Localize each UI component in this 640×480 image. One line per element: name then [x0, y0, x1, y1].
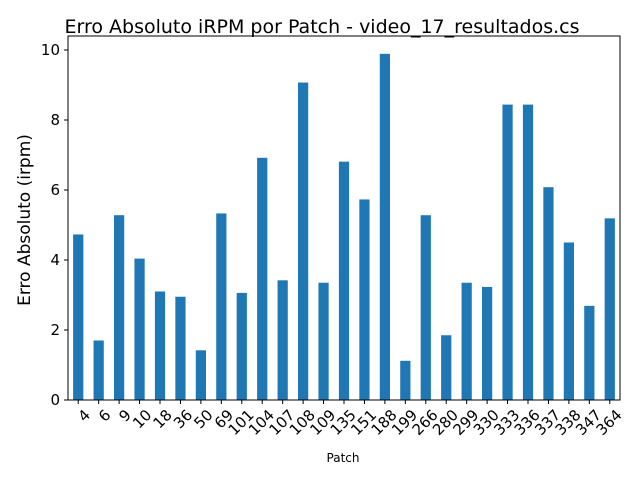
y-tick-label: 8: [50, 111, 60, 129]
bar-188: [379, 53, 390, 400]
bar-266: [420, 215, 431, 400]
bar-50: [195, 350, 206, 400]
x-tick-label: 4: [74, 406, 93, 425]
bar-333: [502, 104, 513, 400]
axes: [67, 35, 621, 401]
bar-9: [114, 215, 125, 400]
y-axis-ticks: 0 2 4 6 8 10: [41, 41, 68, 409]
y-axis-label: Erro Absoluto (irpm): [15, 134, 35, 306]
bar-151: [359, 199, 370, 400]
x-axis-label: Patch: [327, 451, 360, 465]
x-tick-label: 6: [95, 406, 114, 425]
bar-69: [216, 213, 227, 400]
plot-frame: [67, 35, 621, 401]
y-tick-label: 0: [50, 391, 60, 409]
bar-108: [298, 82, 309, 401]
bar-337: [543, 187, 554, 400]
bar-347: [584, 305, 595, 400]
bar-364: [604, 218, 615, 400]
bars-group: [73, 53, 615, 401]
bar-6: [93, 340, 104, 400]
bar-107: [277, 280, 288, 400]
bar-109: [318, 282, 329, 400]
bar-10: [134, 258, 145, 400]
bar-104: [257, 157, 268, 400]
bar-299: [461, 282, 472, 400]
bar-4: [73, 234, 84, 400]
bar-18: [154, 291, 166, 400]
bar-336: [522, 104, 534, 400]
chart-title: Erro Absoluto iRPM por Patch - video_17_…: [64, 16, 579, 38]
bar-338: [563, 242, 574, 400]
bar-280: [441, 335, 452, 400]
y-tick-label: 2: [50, 321, 60, 339]
y-tick-label: 4: [50, 251, 60, 269]
bar-135: [338, 161, 350, 400]
bar-36: [175, 296, 186, 400]
y-tick-label: 6: [50, 181, 60, 199]
bar-101: [236, 292, 247, 400]
bar-199: [400, 360, 411, 400]
x-tick-label: 364: [593, 406, 626, 439]
bar-330: [482, 286, 493, 400]
x-axis-ticks: 4 6 91018365069101104107108109135151188199…: [74, 400, 626, 439]
y-tick-label: 10: [41, 41, 60, 59]
